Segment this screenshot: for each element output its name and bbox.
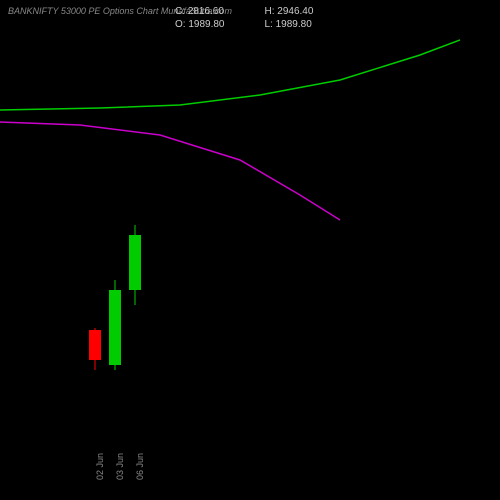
x-axis-labels: 02 Jun 03 Jun 06 Jun xyxy=(0,440,460,490)
close-value: C: 2816.60 xyxy=(175,6,225,17)
chart-svg xyxy=(0,30,460,440)
chart-plot-area xyxy=(0,30,460,440)
open-value: O: 1989.80 xyxy=(175,19,225,30)
ohlc-block: C: 2816.60 H: 2946.40 O: 1989.80 L: 1989… xyxy=(175,6,313,30)
x-axis-tick: 02 Jun xyxy=(95,453,105,480)
low-value: L: 1989.80 xyxy=(265,19,314,30)
high-value: H: 2946.40 xyxy=(265,6,314,17)
x-axis-tick: 03 Jun xyxy=(115,453,125,480)
x-axis-tick: 06 Jun xyxy=(135,453,145,480)
